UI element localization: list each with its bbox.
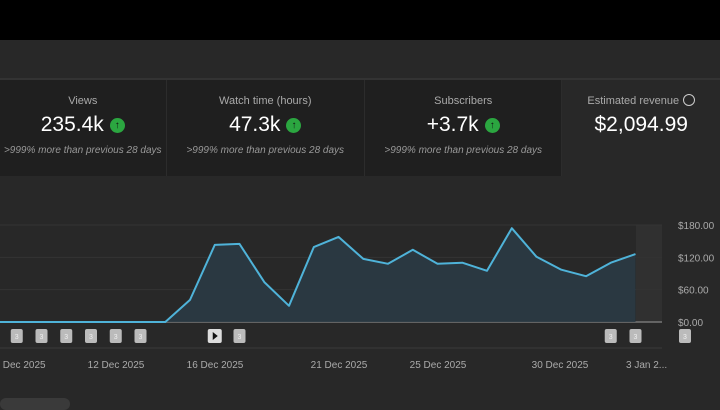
video-marker-label: 3 [15,334,19,341]
video-marker-label: 3 [40,334,44,341]
video-marker-label: 3 [64,334,68,341]
y-tick-label: $120.00 [678,253,715,264]
x-tick-label: 21 Dec 2025 [311,360,368,371]
video-marker-label: 3 [238,334,242,341]
video-marker-label: 3 [683,334,687,341]
x-tick-label: 12 Dec 2025 [88,360,145,371]
x-tick-label: 16 Dec 2025 [187,360,244,371]
hover-column [636,225,662,322]
x-tick-label: 25 Dec 2025 [410,360,467,371]
x-tick-label: 8 Dec 2025 [0,360,46,371]
video-marker-label: 3 [89,334,93,341]
y-tick-label: $180.00 [678,221,715,232]
video-marker-label: 3 [609,334,613,341]
video-marker-label: 3 [114,334,118,341]
y-tick-label: $60.00 [678,286,709,297]
video-marker-label: 3 [634,334,638,341]
video-marker-label: 3 [139,334,143,341]
area-fill [0,228,636,322]
x-tick-label: 30 Dec 2025 [532,360,589,371]
x-tick-label: 3 Jan 2... [626,360,667,371]
bottom-pill[interactable] [0,398,70,410]
y-tick-label: $0.00 [678,318,703,329]
